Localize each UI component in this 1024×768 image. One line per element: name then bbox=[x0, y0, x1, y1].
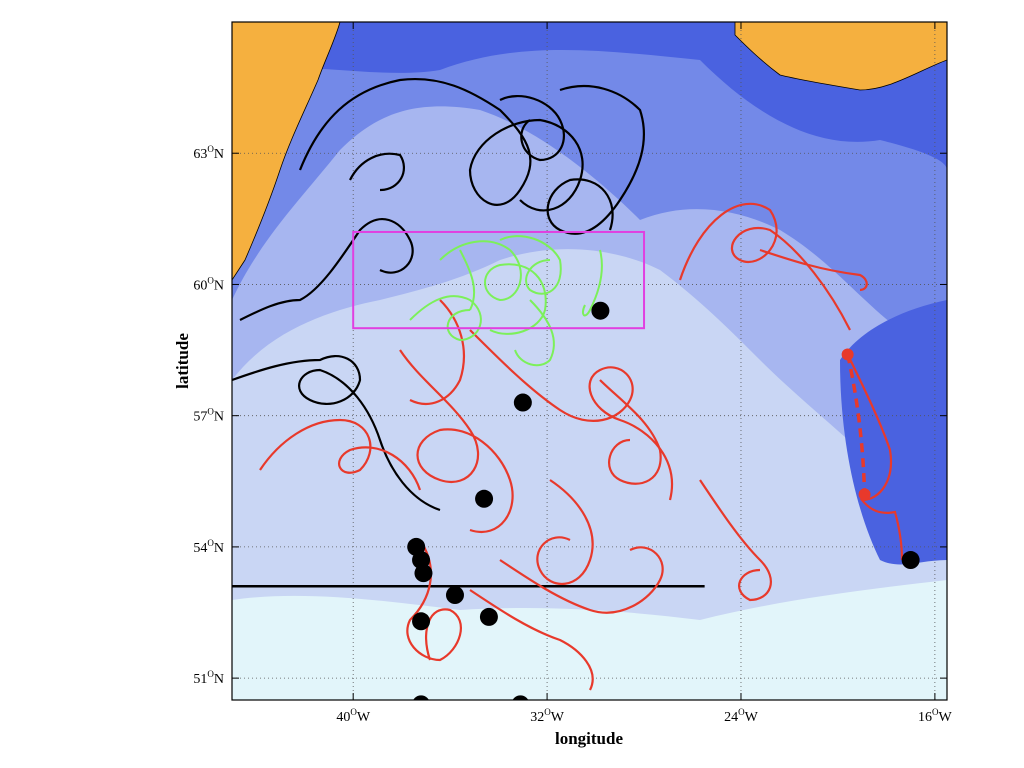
y-axis-ticks: 51ON 54ON 57ON 60ON 63ON bbox=[193, 144, 947, 687]
x-tick-label: 40OW bbox=[336, 707, 371, 725]
deployment-point bbox=[901, 551, 920, 570]
deployment-points bbox=[407, 301, 920, 700]
x-axis-title: longitude bbox=[555, 729, 623, 748]
black-float-tracks bbox=[232, 78, 645, 512]
deployment-point bbox=[475, 489, 494, 508]
red-float-tracks bbox=[259, 202, 904, 691]
study-box bbox=[352, 230, 646, 330]
deployment-point bbox=[479, 607, 498, 626]
plot-frame bbox=[231, 21, 948, 701]
dashed-track-markers bbox=[841, 348, 871, 501]
x-tick-label: 32OW bbox=[530, 707, 565, 725]
deployment-point bbox=[512, 695, 529, 700]
y-tick-label: 60ON bbox=[193, 275, 224, 293]
dashed-track-marker bbox=[841, 348, 854, 361]
x-axis-ticks: 40OW 32OW 24OW 16OW bbox=[336, 22, 953, 725]
iceland-land bbox=[734, 22, 947, 91]
deployment-point bbox=[445, 586, 464, 605]
y-tick-label: 54ON bbox=[193, 538, 224, 556]
very-shallow-band bbox=[232, 580, 947, 700]
deployment-point bbox=[591, 301, 610, 320]
y-tick-label: 51ON bbox=[193, 669, 224, 687]
deployment-point bbox=[413, 695, 429, 700]
dashed-track bbox=[845, 354, 867, 495]
dashed-track-marker bbox=[858, 488, 871, 501]
x-tick-label: 16OW bbox=[918, 707, 953, 725]
x-tick-label: 24OW bbox=[724, 707, 759, 725]
y-tick-label: 63ON bbox=[193, 144, 224, 162]
deployment-point bbox=[513, 393, 532, 412]
map-area bbox=[232, 22, 947, 700]
greenland-land bbox=[232, 22, 341, 281]
deployment-point bbox=[412, 612, 431, 631]
y-axis-title: latitude bbox=[173, 333, 192, 389]
deployment-point bbox=[414, 564, 433, 583]
green-float-tracks bbox=[409, 235, 603, 367]
y-tick-label: 57ON bbox=[193, 407, 224, 425]
